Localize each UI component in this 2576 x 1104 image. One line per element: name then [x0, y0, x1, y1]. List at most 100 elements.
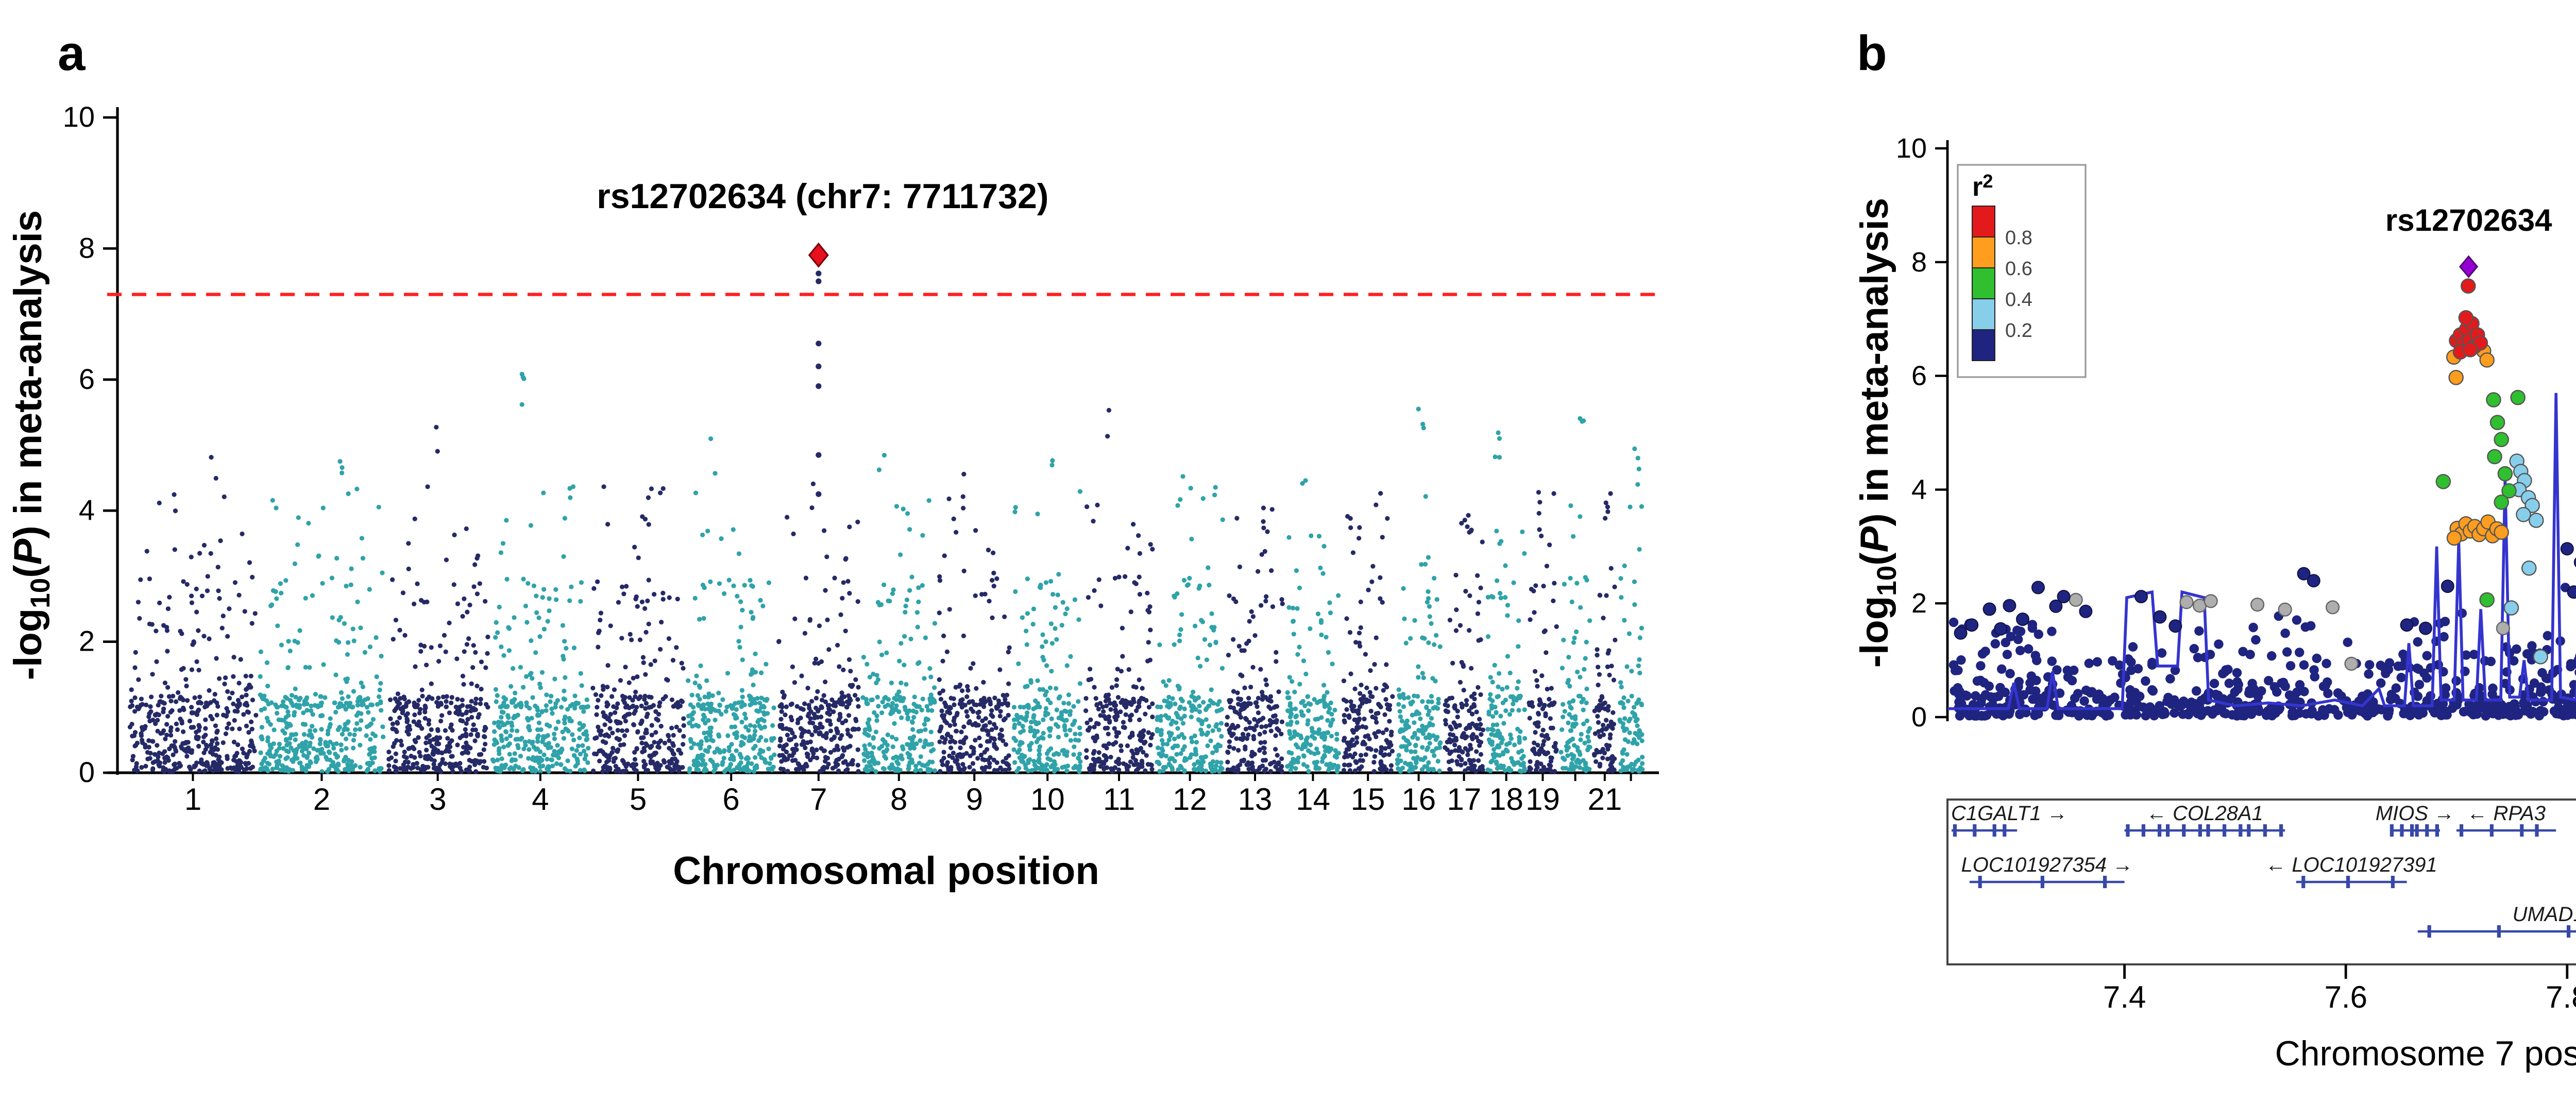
gene-exon-ticks — [2427, 925, 2571, 938]
chr-14-points — [1285, 478, 1342, 774]
snp-point-lightblue — [2503, 600, 2519, 616]
snp-point-no-ld — [2069, 592, 2083, 607]
snp-point-low-ld — [2079, 604, 2093, 618]
y-tick-label: 10 — [63, 100, 95, 133]
chr-11-points — [1083, 407, 1155, 774]
lead-snp-annotation: rs12702634 (chr7: 7711732) — [597, 177, 1048, 216]
chr-19-points — [1527, 490, 1559, 774]
snp-point-low-ld — [2168, 619, 2182, 633]
panel-a-letter: a — [58, 26, 86, 81]
gene-exon-ticks — [2389, 824, 2439, 837]
left-tick-label: 2 — [1911, 588, 1927, 619]
gene-label: UMAD1 → — [2513, 903, 2576, 926]
snp-point-low-ld — [1965, 618, 1979, 632]
left-tick-label: 8 — [1911, 247, 1927, 278]
snp-point-low-ld — [2134, 590, 2148, 603]
gene-LOC101927354: LOC101927354 → — [1961, 854, 2133, 888]
chr-21-points — [1591, 491, 1618, 773]
chr-6-points — [686, 436, 777, 774]
x-tick-label-chr15: 15 — [1351, 782, 1385, 817]
gene-exon-ticks — [1953, 824, 2007, 837]
snp-point-green — [2494, 432, 2510, 448]
snp-point-green — [2489, 415, 2505, 430]
x-tick-label-chr18: 18 — [1489, 782, 1523, 817]
snp-point-low-ld — [2400, 618, 2414, 632]
chr-22-points — [1617, 446, 1645, 774]
x-tick-label-chr12: 12 — [1173, 782, 1207, 817]
x-tick-label-chr19: 19 — [1526, 782, 1560, 817]
gene-COL28A1: ← COL28A1 — [2124, 802, 2285, 837]
gene-UMAD1: UMAD1 → — [2417, 903, 2576, 938]
legend-swatch-0.8 — [1972, 206, 1995, 237]
snp-point-green — [2510, 389, 2526, 405]
left-tick-label: 0 — [1911, 702, 1927, 733]
snp-point-lightblue — [2528, 513, 2544, 528]
snp-point-low-ld — [2560, 542, 2574, 556]
chr-7-points — [776, 481, 861, 774]
snp-point-no-ld — [2250, 597, 2265, 612]
snp-point-no-ld — [2278, 602, 2292, 617]
snp-point-low-ld — [2297, 567, 2311, 581]
snp-point-green — [2435, 474, 2451, 489]
gene-exon-ticks — [2301, 876, 2395, 888]
snp-point-low-ld — [2307, 574, 2320, 588]
left-tick-label: 10 — [1896, 133, 1927, 164]
panel-b-letter: b — [1857, 26, 1887, 81]
gene-exon-ticks — [2126, 824, 2283, 837]
y-tick-label: 6 — [79, 363, 95, 395]
left-tick-label: 4 — [1911, 474, 1927, 505]
legend-label: 0.6 — [2005, 258, 2032, 280]
chr-9-points — [937, 471, 1012, 774]
snp-point-green — [2497, 466, 2513, 482]
regional-plot-panel: 0246810020406080100rs12702634r20.80.60.4… — [1853, 133, 2576, 1073]
legend-title: r2 — [1972, 171, 1993, 202]
x-tick-label-chr4: 4 — [532, 782, 549, 817]
snp-point-green — [2487, 449, 2502, 465]
gene-exon-ticks — [1978, 876, 2107, 888]
lead-snp-marker — [808, 242, 829, 268]
x-tick-label-chr1: 1 — [184, 782, 201, 817]
snp-point-lightblue — [2521, 561, 2537, 576]
chr-8-points — [860, 453, 938, 774]
gene-track-box — [1946, 799, 2576, 965]
snp-point-low-ld — [2441, 580, 2454, 593]
chr-12-points — [1155, 474, 1225, 774]
snp-point-green — [2501, 483, 2517, 499]
chr-13-points — [1224, 505, 1285, 774]
y-axis-title: -log10(P) in meta-analysis — [1853, 198, 1902, 668]
x-tick-label-chr7: 7 — [810, 782, 827, 817]
x-axis-title: Chromosomal position — [673, 849, 1099, 893]
snp-point-low-ld — [2567, 585, 2576, 599]
snp-point-no-ld — [2344, 656, 2359, 671]
y-tick-label: 4 — [79, 494, 95, 526]
snp-point-orange — [2494, 524, 2510, 540]
snp-point-low-ld — [2003, 599, 2016, 613]
snp-point-red — [2460, 278, 2476, 294]
chr-17-points — [1443, 513, 1486, 774]
snp-point-no-ld — [2179, 595, 2194, 609]
gene-C1GALT1: C1GALT1 → — [1951, 802, 2067, 837]
snp-point-red — [2458, 310, 2474, 326]
ld-legend: r2 0.8 0.6 0.4 0.2 — [1957, 164, 2087, 378]
snp-point-no-ld — [2326, 600, 2340, 615]
snp-point-low-ld — [2153, 610, 2167, 624]
gene-label: MIOS → — [2376, 802, 2454, 825]
x-tick-label-chr9: 9 — [966, 782, 983, 817]
y-axis-title: -log10(P) in meta-analysis — [6, 210, 56, 680]
x-tick-label-chr14: 14 — [1296, 782, 1330, 817]
gene-label: C1GALT1 → — [1951, 802, 2067, 825]
chr-2-points — [258, 459, 386, 774]
gene-MIOS: MIOS → — [2376, 802, 2454, 837]
chr-20-points — [1558, 416, 1592, 773]
lead-snp-marker — [2459, 255, 2479, 278]
snp-point-green — [2494, 495, 2510, 510]
chr-1-points — [127, 455, 259, 774]
x-tick-label: 7.4 — [2103, 980, 2146, 1014]
legend-swatch-0.6 — [1972, 236, 1995, 268]
snp-point-lightblue — [2533, 649, 2549, 665]
snp-point-low-ld — [2031, 581, 2045, 595]
snp-point-green — [2479, 592, 2495, 608]
